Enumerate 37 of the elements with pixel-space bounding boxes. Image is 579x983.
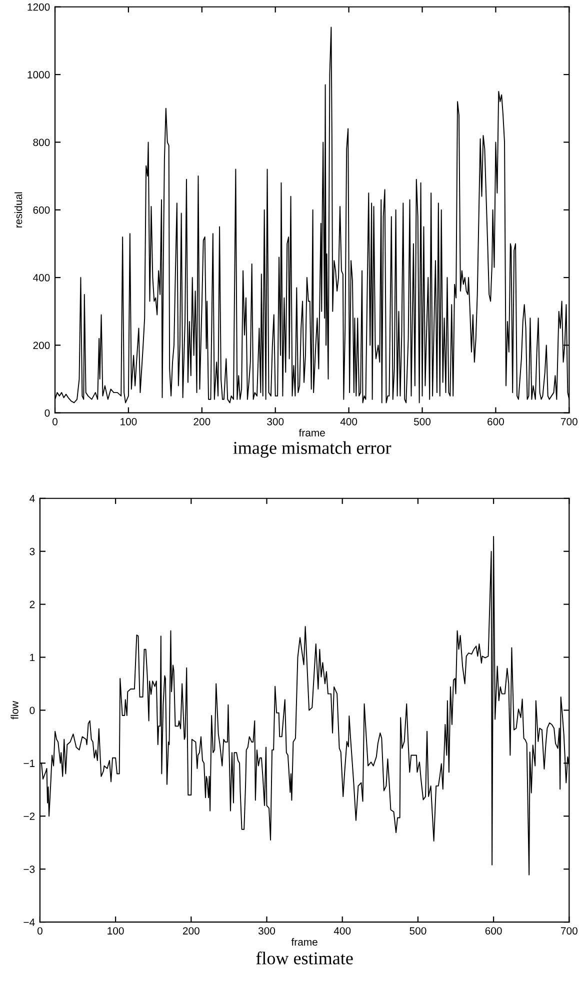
x-tick-label: 100	[120, 418, 137, 426]
x-tick-label: 400	[334, 927, 351, 935]
x-tick-label: 300	[267, 418, 284, 426]
y-tick-label: 600	[33, 206, 50, 214]
text: flow estimate	[256, 952, 353, 964]
y-tick-label: −4	[24, 918, 35, 926]
x-tick-label: 500	[414, 418, 431, 426]
y-axis-title: residual	[14, 192, 22, 228]
y-tick-label: 4	[30, 494, 35, 502]
x-axis-title: frame	[298, 428, 325, 436]
x-tick-label: 600	[488, 418, 504, 426]
y-tick-label: 800	[33, 138, 50, 146]
x-tick-label: 400	[340, 418, 358, 426]
x-tick-label: 200	[194, 418, 210, 426]
x-tick-label: 700	[561, 418, 578, 426]
x-tick-label: 500	[410, 927, 426, 935]
y-tick-label: 200	[33, 342, 50, 350]
x-axis-title: frame	[291, 938, 318, 946]
y-tick-label: −3	[24, 866, 35, 873]
x-tick-label: 700	[561, 927, 578, 935]
y-tick-label: −1	[24, 760, 35, 767]
y-tick-label: 3	[30, 548, 35, 556]
y-tick-label: 2	[30, 600, 35, 608]
y-tick-label: 1	[30, 654, 35, 662]
y-tick-label: 0	[30, 706, 35, 714]
x-tick-label: 100	[108, 927, 124, 935]
y-tick-label: 1000	[28, 71, 50, 78]
x-tick-label: 600	[485, 927, 502, 935]
y-tick-label: 1200	[28, 3, 50, 11]
y-tick-label: 0	[44, 409, 50, 417]
text: image mismatch error	[233, 441, 392, 458]
y-axis-title: flow	[10, 700, 18, 720]
y-tick-label: 400	[33, 274, 50, 282]
x-tick-label: 300	[258, 927, 276, 935]
y-tick-label: −2	[24, 812, 35, 820]
x-tick-label: 0	[52, 418, 58, 426]
x-tick-label: 200	[182, 927, 200, 935]
